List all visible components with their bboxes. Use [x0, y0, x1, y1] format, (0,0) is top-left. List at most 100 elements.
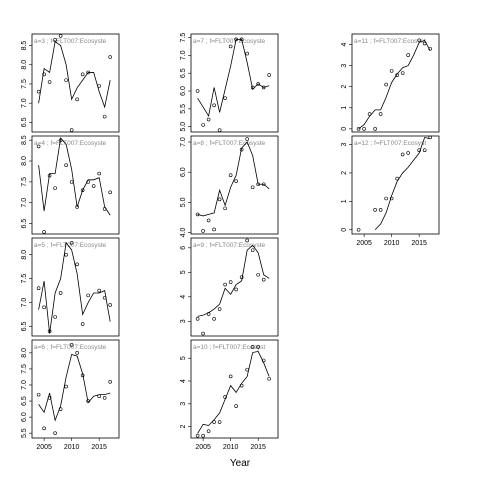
y-tick-label: 6.0 [21, 412, 28, 422]
data-point [108, 303, 112, 307]
data-point [362, 127, 366, 131]
y-tick-label: 6.0 [180, 86, 187, 96]
y-tick-label: 7.5 [180, 33, 187, 43]
y-tick-label: 7.0 [21, 298, 28, 308]
data-point [261, 85, 266, 90]
data-point [97, 171, 101, 176]
y-tick-label: 7.5 [21, 364, 28, 374]
y-tick-label: 8.0 [21, 156, 28, 166]
y-tick-label: 6.0 [180, 167, 187, 177]
data-point [228, 44, 233, 49]
y-tick-label: 7.0 [21, 198, 28, 208]
x-tick-label: 2005 [356, 240, 372, 247]
data-point [195, 89, 200, 93]
data-point [47, 80, 52, 84]
y-tick-label: 1 [341, 199, 348, 203]
data-point [91, 184, 96, 188]
panel-title: a=8 ; f=FLT007:Ecosyste [193, 140, 266, 147]
data-point [400, 152, 405, 157]
data-point [206, 117, 211, 122]
y-tick-label: 2 [180, 425, 187, 429]
data-point [245, 238, 249, 243]
data-point [75, 97, 79, 102]
data-point [256, 345, 260, 349]
panel-title: a=11 ; f=FLT007:Ecosyst [354, 38, 426, 45]
y-tick-label: 8.5 [21, 135, 28, 145]
data-point [378, 112, 383, 116]
panel-title: a=3 ; f=FLT007:Ecosyste [34, 38, 107, 45]
x-tick-label: 2010 [223, 444, 239, 451]
y-tick-label: 7.0 [180, 50, 187, 60]
panel-frame [190, 135, 279, 235]
data-point [417, 38, 421, 43]
data-point [217, 128, 222, 133]
panel-title: a=6 ; f=FLT007:Ecosyste [34, 344, 107, 351]
y-tick-label: 5 [180, 356, 187, 360]
data-point [245, 137, 249, 141]
y-tick-label: 8.0 [21, 60, 28, 70]
y-tick-label: 5.5 [21, 428, 28, 438]
data-point [422, 148, 427, 153]
y-tick-label: 5 [180, 270, 187, 274]
x-tick-label: 2015 [91, 444, 107, 451]
data-point [228, 280, 233, 284]
data-point [356, 227, 361, 232]
fit-line [38, 41, 111, 109]
x-axis-label: Year [230, 458, 251, 469]
data-point [201, 433, 205, 438]
data-point [223, 96, 227, 100]
panel-frame [31, 135, 120, 235]
data-point [223, 282, 227, 287]
data-point [64, 78, 68, 82]
data-point [64, 252, 68, 257]
y-tick-label: 3 [180, 402, 187, 406]
data-point [217, 197, 222, 202]
data-point [80, 322, 85, 326]
y-tick-label: 6.5 [21, 396, 28, 406]
y-tick-label: 4 [341, 42, 348, 46]
y-tick-label: 8.0 [21, 250, 28, 260]
data-point [69, 240, 74, 245]
data-point [234, 404, 238, 408]
panel-frame [351, 33, 440, 133]
x-tick-label: 2005 [195, 444, 211, 451]
y-tick-label: 4.0 [180, 228, 187, 238]
data-point [58, 291, 63, 295]
panel-frame [190, 237, 279, 337]
y-tick-label: 7.5 [21, 79, 28, 89]
data-point [234, 179, 238, 184]
data-point [378, 208, 383, 212]
fit-line [358, 39, 431, 130]
y-tick-label: 7.5 [21, 177, 28, 187]
data-point [373, 127, 377, 131]
y-tick-label: 5.0 [180, 122, 187, 132]
data-point [102, 114, 107, 119]
data-point [64, 163, 68, 167]
data-point [201, 331, 205, 336]
panel-title: a=12 ; f=FLT007:Ecosyst [354, 140, 426, 147]
data-point [217, 307, 222, 311]
fit-line [197, 141, 270, 217]
data-point [80, 188, 85, 193]
data-point [201, 229, 205, 233]
data-point [53, 315, 57, 319]
fit-line [38, 241, 111, 334]
data-point [250, 248, 255, 253]
data-point [75, 351, 79, 355]
data-point [53, 431, 57, 435]
data-point [256, 272, 260, 277]
data-point [417, 148, 421, 153]
panel-frame [31, 237, 120, 337]
data-point [250, 345, 255, 349]
y-tick-label: 6.5 [21, 219, 28, 229]
data-point [228, 374, 233, 379]
y-tick-label: 3 [341, 142, 348, 146]
data-point [217, 420, 222, 424]
data-point [42, 426, 46, 431]
data-point [86, 293, 90, 298]
data-point [69, 180, 74, 184]
data-point [406, 53, 410, 57]
y-tick-label: 0 [341, 228, 348, 232]
panel-frame [31, 339, 120, 439]
